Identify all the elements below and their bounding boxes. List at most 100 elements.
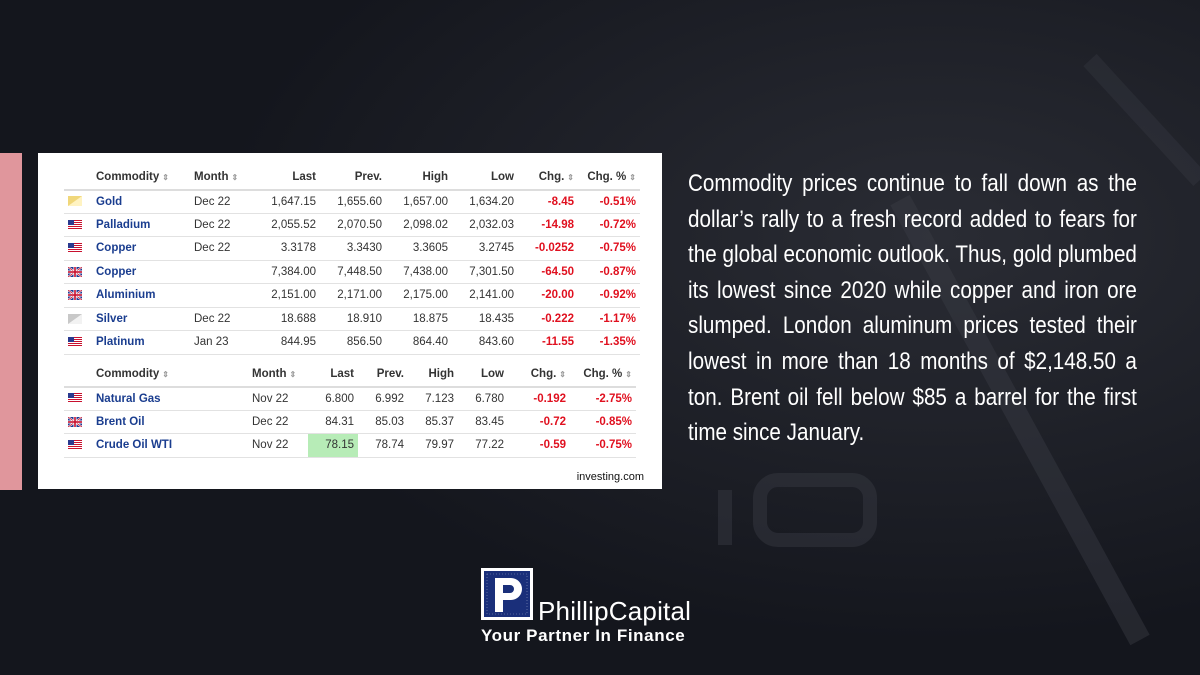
high-price: 79.97 bbox=[408, 433, 458, 458]
header-low[interactable]: Low bbox=[458, 363, 508, 388]
change-percent: -0.92% bbox=[578, 283, 640, 308]
header-chg[interactable]: Chg. ⇕ bbox=[518, 166, 578, 191]
high-price: 85.37 bbox=[408, 410, 458, 434]
contract-month: Dec 22 bbox=[248, 410, 308, 434]
change-percent: -1.35% bbox=[578, 330, 640, 355]
table-row[interactable]: Silver Dec 22 18.688 18.910 18.875 18.435 -0.2… bbox=[64, 307, 640, 331]
change-value: -0.0252 bbox=[518, 236, 578, 261]
commentary-text: Commodity prices continue to fall down a… bbox=[688, 170, 1137, 447]
commodity-name-link[interactable]: Brent Oil bbox=[92, 410, 248, 434]
high-price: 3.3605 bbox=[386, 236, 452, 261]
last-price: 844.95 bbox=[260, 330, 320, 355]
table-row[interactable]: Crude Oil WTI Nov 22 78.15 78.74 79.97 77.22-… bbox=[64, 433, 636, 458]
header-prev[interactable]: Prev. bbox=[320, 166, 386, 191]
contract-month: Dec 22 bbox=[190, 213, 260, 237]
us-flag-icon bbox=[68, 393, 82, 404]
commodity-name-link[interactable]: Crude Oil WTI bbox=[92, 433, 248, 458]
low-price: 843.60 bbox=[452, 330, 518, 355]
sort-icon: ⇕ bbox=[289, 370, 297, 380]
header-high[interactable]: High bbox=[386, 166, 452, 191]
us-flag-icon bbox=[68, 219, 82, 230]
commodity-name-link[interactable]: Silver bbox=[92, 307, 190, 331]
change-value: -0.59 bbox=[508, 433, 570, 458]
prev-price: 6.992 bbox=[358, 386, 408, 411]
source-label: investing.com bbox=[576, 471, 644, 483]
table-row[interactable]: Copper 7,384.00 7,448.50 7,438.00 7,301.50 -6… bbox=[64, 260, 640, 284]
contract-month bbox=[190, 283, 260, 308]
commodity-name-link[interactable]: Aluminium bbox=[92, 283, 190, 308]
us-flag-icon bbox=[68, 337, 82, 348]
last-price: 3.3178 bbox=[260, 236, 320, 261]
last-price: 7,384.00 bbox=[260, 260, 320, 284]
high-price: 2,175.00 bbox=[386, 283, 452, 308]
low-price: 1,634.20 bbox=[452, 189, 518, 214]
commodities-table-card: Commodity ⇕ Month ⇕ Last Prev. High Low Ch… bbox=[38, 153, 662, 489]
commodity-name-link[interactable]: Palladium bbox=[92, 213, 190, 237]
uk-flag-icon bbox=[68, 416, 82, 427]
last-price: 84.31 bbox=[308, 410, 358, 434]
sort-icon: ⇕ bbox=[625, 370, 632, 380]
commodity-name-link[interactable]: Platinum bbox=[92, 330, 190, 355]
header-chg[interactable]: Chg. ⇕ bbox=[508, 363, 570, 388]
header-commodity[interactable]: Commodity ⇕ bbox=[92, 166, 190, 191]
prev-price: 856.50 bbox=[320, 330, 386, 355]
header-low[interactable]: Low bbox=[452, 166, 518, 191]
low-price: 18.435 bbox=[452, 307, 518, 331]
table-row[interactable]: Palladium Dec 22 2,055.52 2,070.50 2,098.02 2… bbox=[64, 213, 640, 237]
header-last[interactable]: Last bbox=[260, 166, 320, 191]
commodities-table-energy: Commodity ⇕ Month ⇕ Last Prev. High Low Ch… bbox=[64, 363, 636, 458]
high-price: 18.875 bbox=[386, 307, 452, 331]
logo-tagline: Your Partner In Finance bbox=[481, 626, 686, 645]
prev-price: 7,448.50 bbox=[320, 260, 386, 284]
header-month[interactable]: Month ⇕ bbox=[248, 363, 308, 388]
table-header-row: Commodity ⇕ Month ⇕ Last Prev. High Low Ch… bbox=[64, 363, 636, 388]
header-chg-pct[interactable]: Chg. % ⇕ bbox=[570, 363, 636, 388]
commodity-name-link[interactable]: Copper bbox=[92, 260, 190, 284]
change-percent: -0.87% bbox=[578, 260, 640, 284]
last-price: 78.15 bbox=[308, 433, 358, 458]
header-last[interactable]: Last bbox=[308, 363, 358, 388]
contract-month bbox=[190, 260, 260, 284]
change-value: -0.222 bbox=[518, 307, 578, 331]
high-price: 2,098.02 bbox=[386, 213, 452, 237]
change-percent: -1.17% bbox=[578, 307, 640, 331]
us-flag-icon bbox=[68, 440, 82, 451]
low-price: 77.22 bbox=[458, 433, 508, 458]
change-percent: -0.75% bbox=[570, 433, 636, 458]
sort-icon: ⇕ bbox=[162, 173, 169, 183]
change-percent: -0.51% bbox=[578, 189, 640, 214]
high-price: 864.40 bbox=[386, 330, 452, 355]
table-row[interactable]: Gold Dec 22 1,647.15 1,655.60 1,657.00 1,634.… bbox=[64, 189, 640, 214]
low-price: 6.780 bbox=[458, 386, 508, 411]
header-month[interactable]: Month ⇕ bbox=[190, 166, 260, 191]
commodity-name-link[interactable]: Gold bbox=[92, 189, 190, 214]
change-value: -64.50 bbox=[518, 260, 578, 284]
commodities-table-metals: Commodity ⇕ Month ⇕ Last Prev. High Low Ch… bbox=[64, 166, 640, 355]
prev-price: 2,070.50 bbox=[320, 213, 386, 237]
prev-price: 78.74 bbox=[358, 433, 408, 458]
table-row[interactable]: Brent Oil Dec 22 84.31 85.03 85.37 83.45 -0.72… bbox=[64, 410, 636, 434]
commodity-name-link[interactable]: Natural Gas bbox=[92, 386, 248, 411]
header-chg-pct[interactable]: Chg. % ⇕ bbox=[578, 166, 640, 191]
last-price: 2,055.52 bbox=[260, 213, 320, 237]
commodity-name-link[interactable]: Copper bbox=[92, 236, 190, 261]
table-row[interactable]: Aluminium 2,151.00 2,171.00 2,175.00 2,141.0… bbox=[64, 283, 640, 308]
table-header-row: Commodity ⇕ Month ⇕ Last Prev. High Low Ch… bbox=[64, 166, 640, 191]
table-row[interactable]: Platinum Jan 23 844.95 856.50 864.40 843.60 -1… bbox=[64, 330, 640, 355]
high-price: 1,657.00 bbox=[386, 189, 452, 214]
accent-bar bbox=[0, 153, 22, 490]
change-value: -14.98 bbox=[518, 213, 578, 237]
contract-month: Nov 22 bbox=[248, 433, 308, 458]
high-price: 7,438.00 bbox=[386, 260, 452, 284]
table-row[interactable]: Copper Dec 22 3.3178 3.3430 3.3605 3.2745 -0.0… bbox=[64, 236, 640, 261]
header-prev[interactable]: Prev. bbox=[358, 363, 408, 388]
header-high[interactable]: High bbox=[408, 363, 458, 388]
header-commodity[interactable]: Commodity ⇕ bbox=[92, 363, 248, 388]
prev-price: 18.910 bbox=[320, 307, 386, 331]
sort-icon: ⇕ bbox=[559, 370, 566, 380]
table-row[interactable]: Natural Gas Nov 22 6.800 6.992 7.123 6.780 -0.… bbox=[64, 386, 636, 411]
change-value: -11.55 bbox=[518, 330, 578, 355]
change-value: -8.45 bbox=[518, 189, 578, 214]
gold-icon bbox=[68, 196, 82, 207]
prev-price: 3.3430 bbox=[320, 236, 386, 261]
